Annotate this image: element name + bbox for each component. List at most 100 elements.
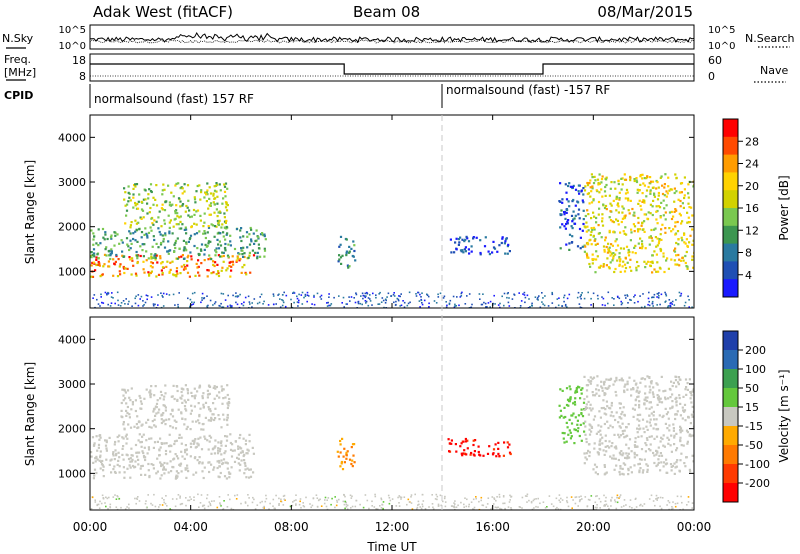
cell-region-5 <box>629 239 632 242</box>
cell-region-0 <box>225 461 228 464</box>
cell-region-4 <box>575 387 578 390</box>
cell-speckle <box>229 498 231 501</box>
cell-speckle <box>417 291 420 294</box>
cell-speckle <box>668 501 671 504</box>
cell-region-0 <box>163 442 166 445</box>
cell-region-5 <box>664 211 667 214</box>
cell-region-1 <box>194 394 197 397</box>
cell-speckle <box>222 293 225 295</box>
cell-region-5 <box>635 445 638 448</box>
cell-region-5 <box>597 389 600 392</box>
cell-region-1 <box>181 417 184 420</box>
cell-region-5 <box>605 208 608 211</box>
cell-speckle <box>463 503 465 506</box>
cell-region-5 <box>611 426 614 429</box>
cell-region-5 <box>691 434 694 437</box>
cell-region-1 <box>129 399 132 402</box>
cell-region-5 <box>621 183 624 186</box>
cell-region-1 <box>200 428 203 431</box>
cell-region-0 <box>139 441 142 444</box>
cell-region-1 <box>137 420 140 423</box>
cell-region-2 <box>161 208 164 211</box>
cell-speckle <box>422 500 425 502</box>
cell-region-5 <box>621 205 624 208</box>
cell-speckle <box>128 503 130 506</box>
cell-speckle <box>623 505 625 507</box>
cell-region-1 <box>185 249 188 252</box>
cell-speckle <box>564 305 567 307</box>
cell-region-5 <box>611 252 614 255</box>
cell-speckle <box>200 301 202 304</box>
cell-speckle <box>418 300 421 302</box>
cell-region-5 <box>673 259 676 262</box>
cell-region-0 <box>244 443 247 446</box>
cell-region-5 <box>620 177 623 180</box>
cell-region-5 <box>658 206 662 209</box>
cell-speckle <box>118 497 121 500</box>
cell-speckle <box>537 497 539 500</box>
cell-region-1 <box>193 233 196 236</box>
cell-region-1 <box>134 239 137 242</box>
cell-region-0 <box>131 257 134 260</box>
cell-region-2 <box>345 457 348 460</box>
cell-speckle <box>590 304 592 306</box>
cell-speckle <box>458 304 460 307</box>
cell-region-0 <box>118 434 121 437</box>
cell-region-2 <box>205 191 208 194</box>
cell-speckle <box>235 301 237 304</box>
cell-region-2 <box>174 210 177 213</box>
cell-region-4 <box>574 416 577 419</box>
cell-region-5 <box>655 218 658 221</box>
cell-region-5 <box>653 195 656 198</box>
cell-region-5 <box>642 182 645 185</box>
cell-region-4 <box>472 237 475 240</box>
cell-region-1 <box>193 397 196 400</box>
cell-region-5 <box>633 408 636 411</box>
cell-speckle <box>146 298 148 301</box>
cell-region-5 <box>627 423 630 426</box>
cell-region-5 <box>662 214 665 217</box>
cell-region-0 <box>94 269 97 272</box>
cell-region-2 <box>215 208 218 211</box>
cell-region-5 <box>668 189 671 192</box>
cell-region-5 <box>633 444 636 447</box>
cell-speckle <box>162 292 165 295</box>
cell-region-5 <box>659 469 662 472</box>
cell-region-5 <box>656 209 659 213</box>
cell-region-5 <box>655 253 658 256</box>
cell-region-4 <box>491 251 494 254</box>
cpid-row: CPID normalsound (fast) 157 RF normalsou… <box>4 83 610 108</box>
cell-speckle <box>92 297 94 299</box>
cell-region-2 <box>181 187 184 190</box>
cell-region-1 <box>109 236 113 239</box>
cell-region-5 <box>618 263 621 266</box>
cell-region-0 <box>135 451 138 454</box>
colorbar-swatch <box>723 350 738 370</box>
cell-speckle <box>364 296 367 299</box>
cell-region-1 <box>96 253 99 256</box>
cell-region-6 <box>559 247 562 250</box>
cell-region-5 <box>586 384 590 387</box>
cell-region-1 <box>95 242 98 245</box>
cell-region-5 <box>620 413 623 416</box>
cell-region-5 <box>600 385 603 388</box>
cell-region-5 <box>672 215 675 218</box>
cell-region-5 <box>651 391 654 394</box>
cell-region-1 <box>225 233 228 236</box>
cell-region-1 <box>154 256 157 259</box>
cell-speckle <box>464 497 466 499</box>
cell-region-0 <box>178 433 181 436</box>
cell-region-1 <box>209 410 212 413</box>
cell-region-0 <box>115 454 118 457</box>
cell-speckle <box>503 292 506 295</box>
cell-region-5 <box>621 467 624 470</box>
cell-speckle <box>265 497 268 500</box>
cell-speckle <box>120 506 122 509</box>
y-tick-label: 4000 <box>58 131 86 144</box>
cell-region-5 <box>638 400 641 403</box>
cell-speckle <box>668 508 670 510</box>
cell-region-2 <box>148 188 151 191</box>
cell-speckle <box>161 504 164 506</box>
cell-speckle <box>461 291 463 294</box>
cell-speckle <box>374 495 377 498</box>
